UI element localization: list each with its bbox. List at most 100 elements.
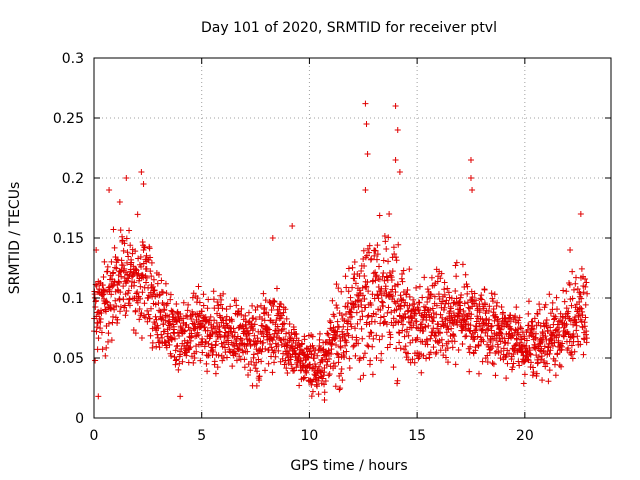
data-point (335, 359, 342, 366)
data-point (117, 268, 124, 275)
data-point (399, 327, 406, 334)
data-point (110, 313, 116, 320)
data-point (120, 296, 127, 303)
data-point (361, 273, 368, 280)
data-point (335, 351, 342, 358)
data-point (536, 306, 543, 313)
data-point (421, 274, 428, 281)
data-point (278, 301, 285, 308)
data-point (316, 330, 323, 337)
data-point (100, 287, 107, 294)
data-point (116, 296, 123, 303)
data-point (569, 295, 576, 302)
data-point (266, 341, 273, 348)
data-point (200, 291, 207, 298)
data-point (199, 349, 206, 356)
data-point (537, 356, 544, 363)
data-point (195, 331, 202, 338)
data-point (164, 333, 171, 340)
data-point (535, 359, 542, 366)
data-point (430, 318, 437, 325)
data-point (565, 308, 572, 315)
data-point (155, 325, 162, 332)
data-point (489, 360, 496, 367)
data-point (436, 295, 443, 302)
data-point (542, 301, 549, 308)
data-point (413, 318, 420, 325)
data-point (365, 288, 372, 295)
data-point (380, 257, 387, 264)
data-point (124, 249, 131, 256)
data-point (260, 290, 267, 297)
data-point (453, 319, 460, 326)
data-point (552, 372, 559, 379)
data-point (546, 350, 553, 357)
data-point (334, 304, 341, 311)
data-point (374, 242, 381, 249)
data-point (445, 289, 452, 296)
data-point (283, 342, 290, 349)
data-point (416, 283, 423, 290)
data-point (126, 302, 133, 309)
data-point (570, 333, 577, 340)
data-point (536, 301, 543, 308)
data-point (103, 298, 110, 305)
data-point (268, 306, 275, 313)
data-point (467, 175, 474, 181)
data-point (148, 259, 155, 266)
data-point (563, 305, 570, 312)
data-point (575, 310, 582, 317)
data-point (444, 285, 451, 292)
data-point (154, 280, 161, 287)
data-point (527, 350, 534, 357)
data-point (380, 313, 387, 320)
data-point (269, 369, 276, 376)
data-point (388, 277, 395, 284)
data-point (128, 259, 135, 266)
data-point (364, 279, 371, 286)
data-point (563, 288, 570, 295)
data-point (388, 309, 395, 316)
data-point (349, 284, 356, 291)
data-point (222, 329, 229, 336)
data-point (98, 309, 105, 316)
data-point (188, 315, 195, 322)
data-point (271, 359, 278, 366)
data-point (453, 259, 460, 266)
data-point (113, 303, 120, 310)
data-point (218, 296, 225, 303)
data-point (227, 303, 234, 310)
data-point (303, 369, 310, 376)
data-point (400, 267, 407, 274)
data-point (204, 327, 211, 334)
data-point (290, 326, 297, 333)
data-point (347, 308, 354, 315)
data-point (371, 252, 378, 259)
data-point (143, 265, 150, 272)
data-point (435, 291, 442, 298)
data-point (431, 293, 438, 300)
data-point (108, 291, 115, 298)
data-point (347, 321, 354, 328)
data-point (249, 302, 256, 309)
data-point (282, 336, 289, 343)
data-point (406, 266, 413, 273)
data-point (360, 354, 367, 361)
data-point (523, 337, 530, 344)
data-point (571, 348, 578, 355)
data-point (560, 287, 567, 294)
data-point (162, 280, 169, 287)
data-point (251, 332, 258, 339)
data-point (418, 324, 425, 331)
data-point (363, 319, 370, 326)
data-point (295, 337, 302, 344)
data-point (260, 339, 267, 346)
data-point (377, 314, 384, 321)
data-point (138, 335, 145, 342)
y-tick-label: 0.25 (53, 111, 84, 127)
data-point (381, 232, 388, 239)
data-point (513, 304, 520, 311)
data-point (369, 371, 376, 378)
data-point (99, 346, 106, 353)
data-point (179, 358, 186, 365)
